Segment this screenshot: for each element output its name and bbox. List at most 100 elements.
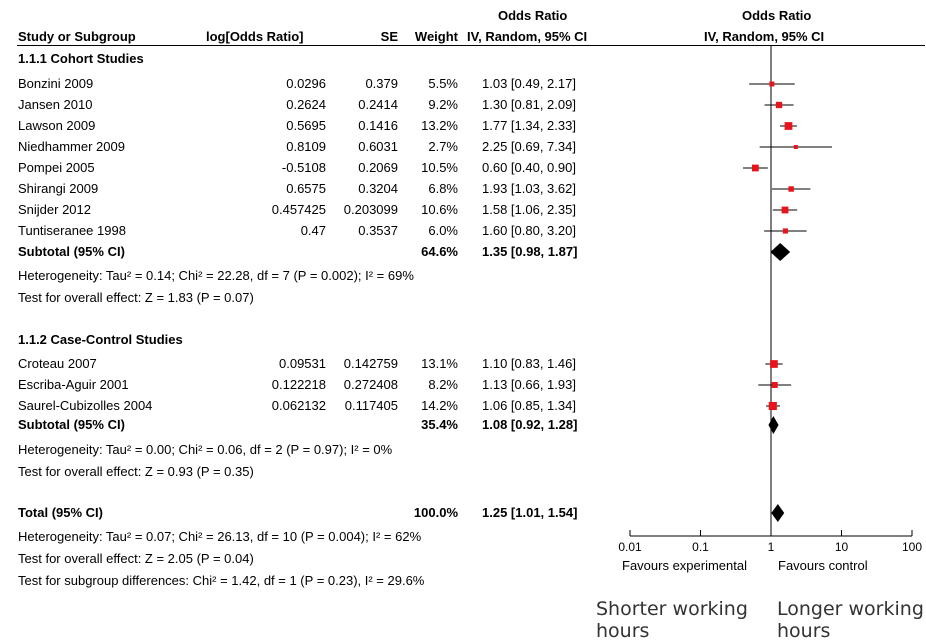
- study-se: 0.3204: [358, 181, 398, 196]
- study-se: 0.3537: [358, 223, 398, 238]
- study-se: 0.117405: [344, 398, 398, 413]
- study-logor: 0.457425: [271, 202, 326, 217]
- shorter-hours-text: Shorter working hours: [596, 598, 748, 642]
- subtotal-label: Subtotal (95% CI): [18, 417, 125, 432]
- subtotal-or-ci: 1.08 [0.92, 1.28]: [482, 417, 578, 432]
- subtotal-weight: 64.6%: [421, 244, 458, 259]
- study-se: 0.1416: [358, 118, 398, 133]
- study-marker: [768, 401, 777, 411]
- study-name: Shirangi 2009: [18, 181, 99, 196]
- study-se: 0.6031: [358, 139, 398, 154]
- shorter-hours-annotation: Shorter working hours: [596, 598, 766, 642]
- study-name: Saurel-Cubizolles 2004: [18, 398, 153, 413]
- study-marker: [771, 382, 778, 388]
- subgroup-differences-text: Test for subgroup differences: Chi² = 1.…: [18, 573, 425, 588]
- weight-column-header: Weight: [414, 29, 458, 44]
- study-weight: 10.5%: [421, 160, 458, 175]
- study-logor: 0.09531: [279, 356, 326, 371]
- study-logor: 0.2624: [286, 97, 326, 112]
- study-logor: 0.122218: [271, 377, 326, 392]
- x-tick-label: 1: [768, 540, 775, 554]
- subtotal-or-ci: 1.35 [0.98, 1.87]: [482, 244, 578, 259]
- study-or-ci: 0.60 [0.40, 0.90]: [482, 160, 576, 175]
- logor-column-header: log[Odds Ratio]: [206, 29, 304, 44]
- study-weight: 6.8%: [428, 181, 458, 196]
- study-name: Jansen 2010: [18, 97, 93, 112]
- study-weight: 2.7%: [428, 139, 458, 154]
- study-marker: [781, 206, 789, 214]
- study-weight: 13.2%: [421, 118, 458, 133]
- study-name: Tuntiseranee 1998: [18, 223, 126, 238]
- study-name: Croteau 2007: [18, 356, 97, 371]
- or-method-header: IV, Random, 95% CI: [467, 29, 588, 44]
- study-or-ci: 1.60 [0.80, 3.20]: [482, 223, 576, 238]
- pooled-diamond: [768, 416, 779, 434]
- subtotal-weight: 35.4%: [421, 417, 458, 432]
- study-weight: 5.5%: [428, 76, 458, 91]
- heterogeneity-text: Heterogeneity: Tau² = 0.14; Chi² = 22.28…: [18, 268, 414, 283]
- study-weight: 8.2%: [428, 377, 458, 392]
- study-marker: [751, 164, 759, 172]
- study-or-ci: 1.93 [1.03, 3.62]: [482, 181, 576, 196]
- pooled-diamond: [770, 243, 791, 261]
- or-column-title: Odds Ratio: [498, 8, 568, 23]
- study-name: Escriba-Aguir 2001: [18, 377, 129, 392]
- study-se: 0.203099: [343, 202, 398, 217]
- study-or-ci: 1.06 [0.85, 1.34]: [482, 398, 576, 413]
- plot-method-header: IV, Random, 95% CI: [704, 29, 825, 44]
- study-or-ci: 1.10 [0.83, 1.46]: [482, 356, 576, 371]
- study-weight: 14.2%: [421, 398, 458, 413]
- total-overall-effect-text: Test for overall effect: Z = 2.05 (P = 0…: [18, 551, 254, 566]
- se-column-header: SE: [380, 29, 398, 44]
- study-name: Lawson 2009: [18, 118, 96, 133]
- x-tick-label: 100: [902, 540, 922, 554]
- x-tick-label: 0.1: [692, 540, 709, 554]
- study-or-ci: 1.58 [1.06, 2.35]: [482, 202, 576, 217]
- study-logor: 0.6575: [286, 181, 326, 196]
- total-label: Total (95% CI): [18, 505, 103, 520]
- study-marker: [782, 228, 788, 234]
- study-se: 0.2414: [358, 97, 398, 112]
- longer-hours-text: Longer working hours: [777, 598, 924, 642]
- group-title: 1.1.1 Cohort Studies: [18, 51, 144, 66]
- study-se: 0.2069: [358, 160, 398, 175]
- study-weight: 9.2%: [428, 97, 458, 112]
- study-weight: 13.1%: [421, 356, 458, 371]
- plot-column-title: Odds Ratio: [742, 8, 812, 23]
- heterogeneity-text: Heterogeneity: Tau² = 0.00; Chi² = 0.06,…: [18, 442, 393, 457]
- study-logor: 0.0296: [286, 76, 326, 91]
- study-se: 0.142759: [343, 356, 398, 371]
- favours-control-label: Favours control: [778, 558, 868, 573]
- pooled-diamond: [771, 504, 785, 522]
- study-weight: 10.6%: [421, 202, 458, 217]
- study-column-header: Study or Subgroup: [18, 29, 136, 44]
- study-marker: [788, 186, 794, 192]
- study-or-ci: 1.30 [0.81, 2.09]: [482, 97, 576, 112]
- group-title: 1.1.2 Case-Control Studies: [18, 332, 183, 347]
- x-tick-label: 10: [835, 540, 849, 554]
- total-heterogeneity-text: Heterogeneity: Tau² = 0.07; Chi² = 26.13…: [18, 529, 422, 544]
- study-logor: 0.062132: [271, 398, 326, 413]
- study-logor: 0.47: [300, 223, 326, 238]
- study-name: Bonzini 2009: [18, 76, 94, 91]
- study-marker: [793, 145, 798, 149]
- total-or-ci: 1.25 [1.01, 1.54]: [482, 505, 578, 520]
- study-se: 0.379: [365, 76, 398, 91]
- study-name: Snijder 2012: [18, 202, 91, 217]
- longer-hours-annotation: Longer working hours: [777, 598, 926, 642]
- study-marker: [770, 360, 778, 368]
- study-logor: -0.5108: [281, 160, 326, 175]
- study-weight: 6.0%: [428, 223, 458, 238]
- overall-effect-text: Test for overall effect: Z = 0.93 (P = 0…: [18, 464, 254, 479]
- favours-experimental-label: Favours experimental: [622, 558, 747, 573]
- study-or-ci: 1.13 [0.66, 1.93]: [482, 377, 576, 392]
- study-marker: [784, 122, 793, 130]
- study-name: Pompei 2005: [18, 160, 95, 175]
- study-marker: [769, 81, 775, 87]
- study-or-ci: 1.77 [1.34, 2.33]: [482, 118, 576, 133]
- study-marker: [775, 101, 783, 109]
- total-weight: 100.0%: [413, 505, 458, 520]
- x-tick-label: 0.01: [618, 540, 642, 554]
- study-or-ci: 2.25 [0.69, 7.34]: [482, 139, 576, 154]
